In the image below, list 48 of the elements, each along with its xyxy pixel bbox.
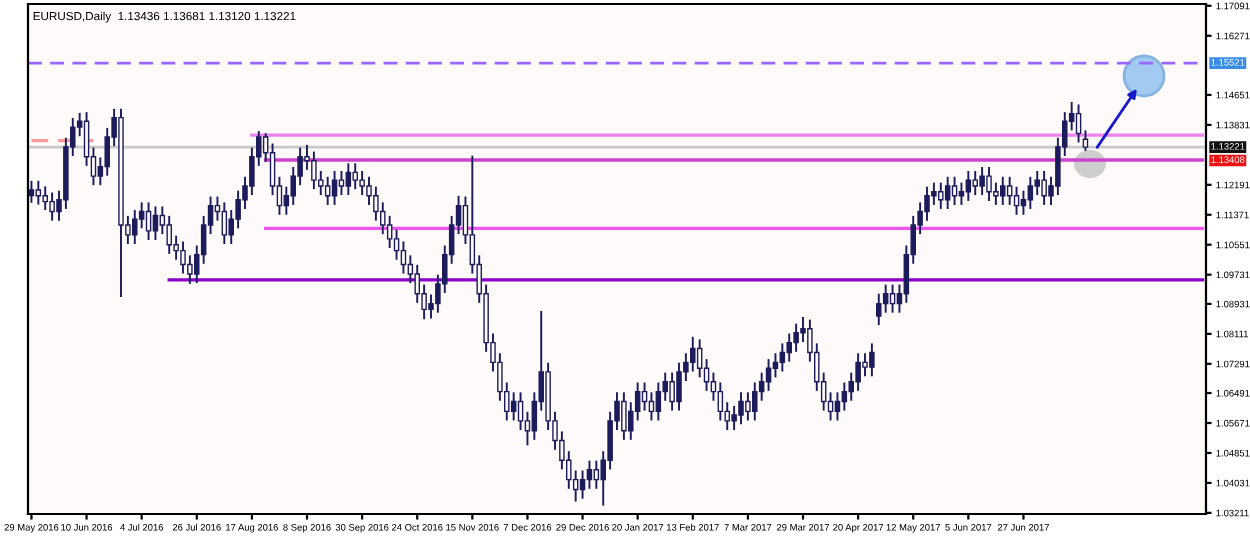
candlestick xyxy=(752,381,758,422)
candlestick xyxy=(655,381,662,422)
candlestick xyxy=(1013,185,1020,216)
candlestick xyxy=(965,169,972,202)
candlestick xyxy=(1027,175,1034,210)
candlestick xyxy=(779,342,786,373)
candlestick xyxy=(579,469,586,500)
candlestick xyxy=(132,209,138,245)
candlestick xyxy=(938,181,944,210)
candlestick xyxy=(944,175,951,210)
candlestick xyxy=(221,201,228,245)
candlestick xyxy=(145,201,152,241)
candlestick xyxy=(49,191,55,222)
candlestick xyxy=(338,169,345,197)
candlestick xyxy=(28,179,35,204)
candlestick xyxy=(669,371,675,412)
candlestick xyxy=(745,391,751,422)
candlestick xyxy=(738,391,744,426)
candlestick xyxy=(972,169,978,197)
candlestick xyxy=(841,381,848,412)
candlestick xyxy=(979,165,985,197)
candlestick xyxy=(311,150,317,191)
candlestick xyxy=(876,292,882,327)
candlestick xyxy=(166,214,172,255)
candlestick xyxy=(690,335,696,373)
candlestick xyxy=(352,162,358,191)
candlestick xyxy=(889,283,896,314)
candlestick xyxy=(593,459,600,490)
candlestick xyxy=(35,179,42,206)
candlestick xyxy=(331,169,338,206)
candlestick xyxy=(621,391,627,441)
candlestick xyxy=(1006,175,1013,206)
candlestick xyxy=(676,361,682,412)
candlestick xyxy=(986,165,992,202)
candlestick xyxy=(1075,103,1082,144)
candlestick xyxy=(862,352,868,378)
candlestick xyxy=(869,342,875,378)
candlestick xyxy=(951,175,958,206)
candlestick xyxy=(510,391,517,422)
candlestick xyxy=(359,169,365,197)
candlestick xyxy=(1041,169,1047,206)
candlestick xyxy=(1000,175,1006,206)
candlestick xyxy=(324,175,331,206)
candlestick xyxy=(345,162,352,197)
candlestick xyxy=(152,205,159,241)
candlestick xyxy=(717,381,724,422)
candlestick xyxy=(696,338,703,379)
candlestick xyxy=(641,381,648,412)
